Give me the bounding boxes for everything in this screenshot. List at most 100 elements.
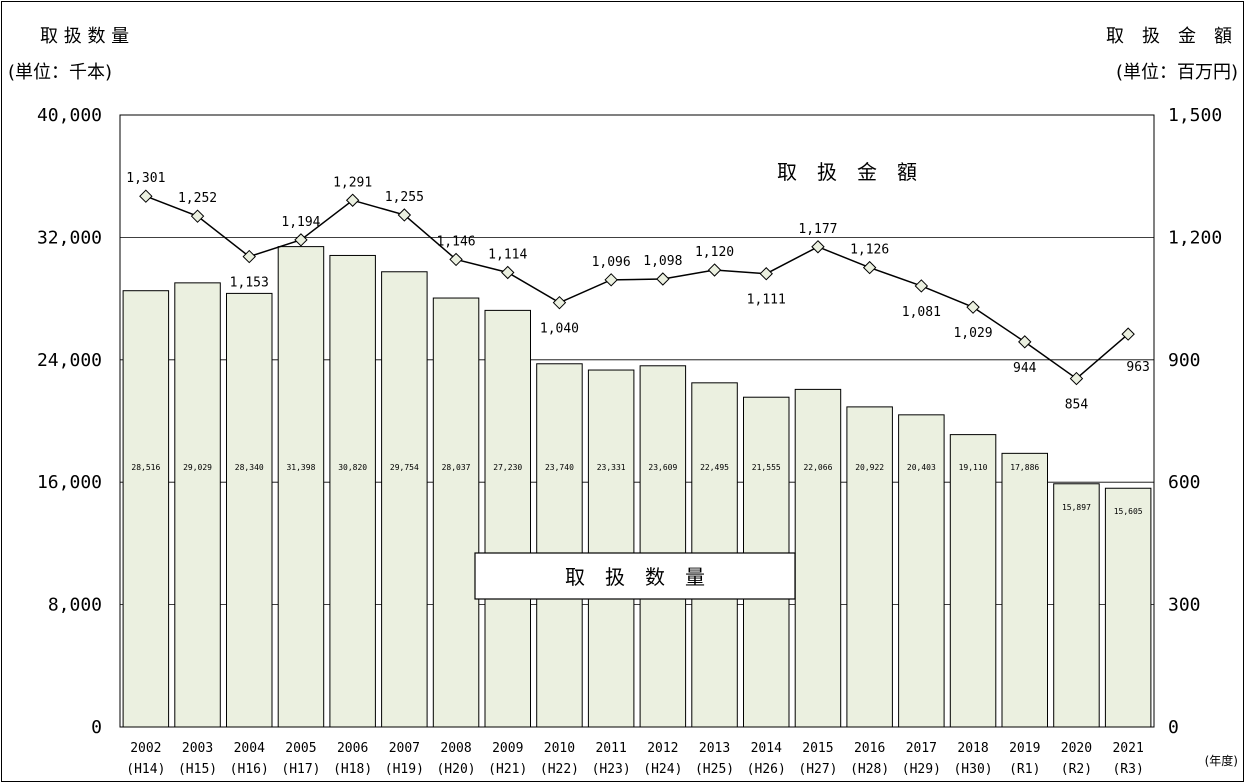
bar-value-labels: 28,516 29,029 28,340 31,398 30,820 29,754 28,0… (131, 463, 1142, 516)
category-sublabel: (R2) (1061, 762, 1092, 777)
line-point (294, 233, 308, 247)
line-value-label: 1,126 (850, 243, 889, 258)
bar (381, 271, 428, 728)
category-sublabel: (H28) (850, 762, 889, 777)
line-point (914, 279, 929, 293)
bar (329, 254, 376, 728)
line-value-label: 1,120 (695, 245, 734, 260)
left-tick-label: 32,000 (37, 227, 102, 248)
right-tick-label: 600 (1168, 472, 1201, 493)
line-value-label: 854 (1065, 398, 1089, 413)
category-label: 2006 (337, 741, 368, 756)
right-axis-title: 取 扱 金 額 (1106, 26, 1232, 47)
category-label: 2020 (1061, 741, 1092, 756)
category-label: 2019 (1009, 741, 1040, 756)
category-label: 2009 (492, 741, 523, 756)
left-tick-label: 40,000 (37, 105, 102, 126)
left-axis-unit: (単位：千本) (8, 62, 112, 83)
category-label: 2010 (544, 741, 575, 756)
line-value-label: 1,111 (747, 293, 786, 308)
line-value-labels: 1,301 1,252 1,153 1,194 1,291 1,255 1,146 1,114… (126, 171, 1150, 412)
line-value-label: 1,098 (643, 254, 682, 269)
bar (794, 388, 842, 728)
right-axis-unit: (単位：百万円) (1116, 62, 1238, 83)
category-labels: 2002 (H14) 2003 (H15) 2004 (H16) 2005 (H17) 2006… (126, 741, 1144, 777)
category-sublabel: (H22) (540, 762, 579, 777)
category-label: 2008 (440, 741, 471, 756)
right-tick-label: 0 (1168, 717, 1179, 738)
category-sublabel: (H26) (747, 762, 786, 777)
right-tick-label: 300 (1168, 595, 1201, 616)
line-value-label: 963 (1126, 360, 1149, 375)
line-point (1121, 327, 1135, 341)
line-value-label: 1,081 (902, 305, 941, 320)
bar (432, 297, 480, 728)
right-tick-label: 1,200 (1168, 227, 1222, 248)
bar (898, 414, 945, 728)
line-point (1018, 335, 1032, 349)
bar (949, 434, 997, 728)
bar (1104, 487, 1152, 728)
series-line (145, 195, 1129, 380)
line-value-label: 1,291 (333, 175, 372, 190)
bar-value-label: 23,609 (648, 463, 677, 472)
right-tick-label: 900 (1168, 350, 1201, 371)
category-sublabel: (H15) (178, 762, 217, 777)
category-label: 2003 (182, 741, 213, 756)
line-value-label: 1,177 (798, 222, 837, 237)
category-sublabel: (R1) (1009, 762, 1040, 777)
line-value-label: 1,146 (436, 234, 475, 249)
line-point (552, 295, 567, 310)
bar-value-label: 23,740 (545, 463, 574, 472)
category-sublabel: (H25) (695, 762, 734, 777)
category-sublabel: (H19) (385, 762, 424, 777)
category-sublabel: (H14) (126, 762, 165, 777)
category-label: 2018 (957, 741, 988, 756)
line-value-label: 1,301 (126, 171, 165, 186)
line-point (345, 193, 360, 207)
bar (587, 369, 635, 728)
line-series (139, 189, 1135, 386)
category-label: 2021 (1112, 741, 1143, 756)
bar (536, 363, 583, 728)
bar (174, 282, 221, 728)
line-value-label: 1,194 (281, 215, 320, 230)
category-label: 2002 (130, 741, 161, 756)
bar-value-label: 29,029 (183, 463, 212, 472)
category-sublabel: (R3) (1112, 762, 1143, 777)
bar-value-label: 21,555 (752, 463, 781, 472)
category-sublabel: (H27) (798, 762, 837, 777)
bar-series-label: 取 扱 数 量 (565, 565, 705, 589)
bar-value-label: 29,754 (390, 463, 419, 472)
category-sublabel: (H29) (902, 762, 941, 777)
bar-value-label: 17,886 (1010, 463, 1039, 472)
line-series-label: 取 扱 金 額 (777, 160, 917, 184)
category-label: 2014 (751, 741, 782, 756)
line-value-label: 1,153 (230, 276, 269, 291)
bar-value-label: 27,230 (493, 463, 522, 472)
line-point (397, 208, 412, 222)
category-sublabel: (H18) (333, 762, 372, 777)
category-sublabel: (H21) (488, 762, 527, 777)
category-label: 2013 (699, 741, 730, 756)
category-sublabel: (H17) (281, 762, 320, 777)
category-label: 2004 (234, 741, 265, 756)
line-point (242, 249, 256, 264)
line-value-label: 1,252 (178, 191, 217, 206)
line-value-label: 1,255 (385, 190, 424, 205)
category-label: 2005 (285, 741, 316, 756)
category-label: 2011 (595, 741, 626, 756)
category-label: 2007 (389, 741, 420, 756)
bar (277, 246, 325, 728)
bar-value-label: 20,922 (855, 463, 884, 472)
line-point (449, 252, 463, 267)
left-axis-ticks: 0 8,000 16,000 24,000 32,000 40,000 (37, 105, 102, 738)
bar-value-label: 19,110 (959, 463, 988, 472)
line-point (811, 240, 825, 254)
bar-series (122, 246, 1152, 728)
bar-value-label: 20,403 (907, 463, 936, 472)
line-point (707, 263, 722, 277)
category-sublabel: (H23) (592, 762, 631, 777)
bar-value-label: 22,066 (803, 463, 832, 472)
bar (639, 365, 687, 728)
